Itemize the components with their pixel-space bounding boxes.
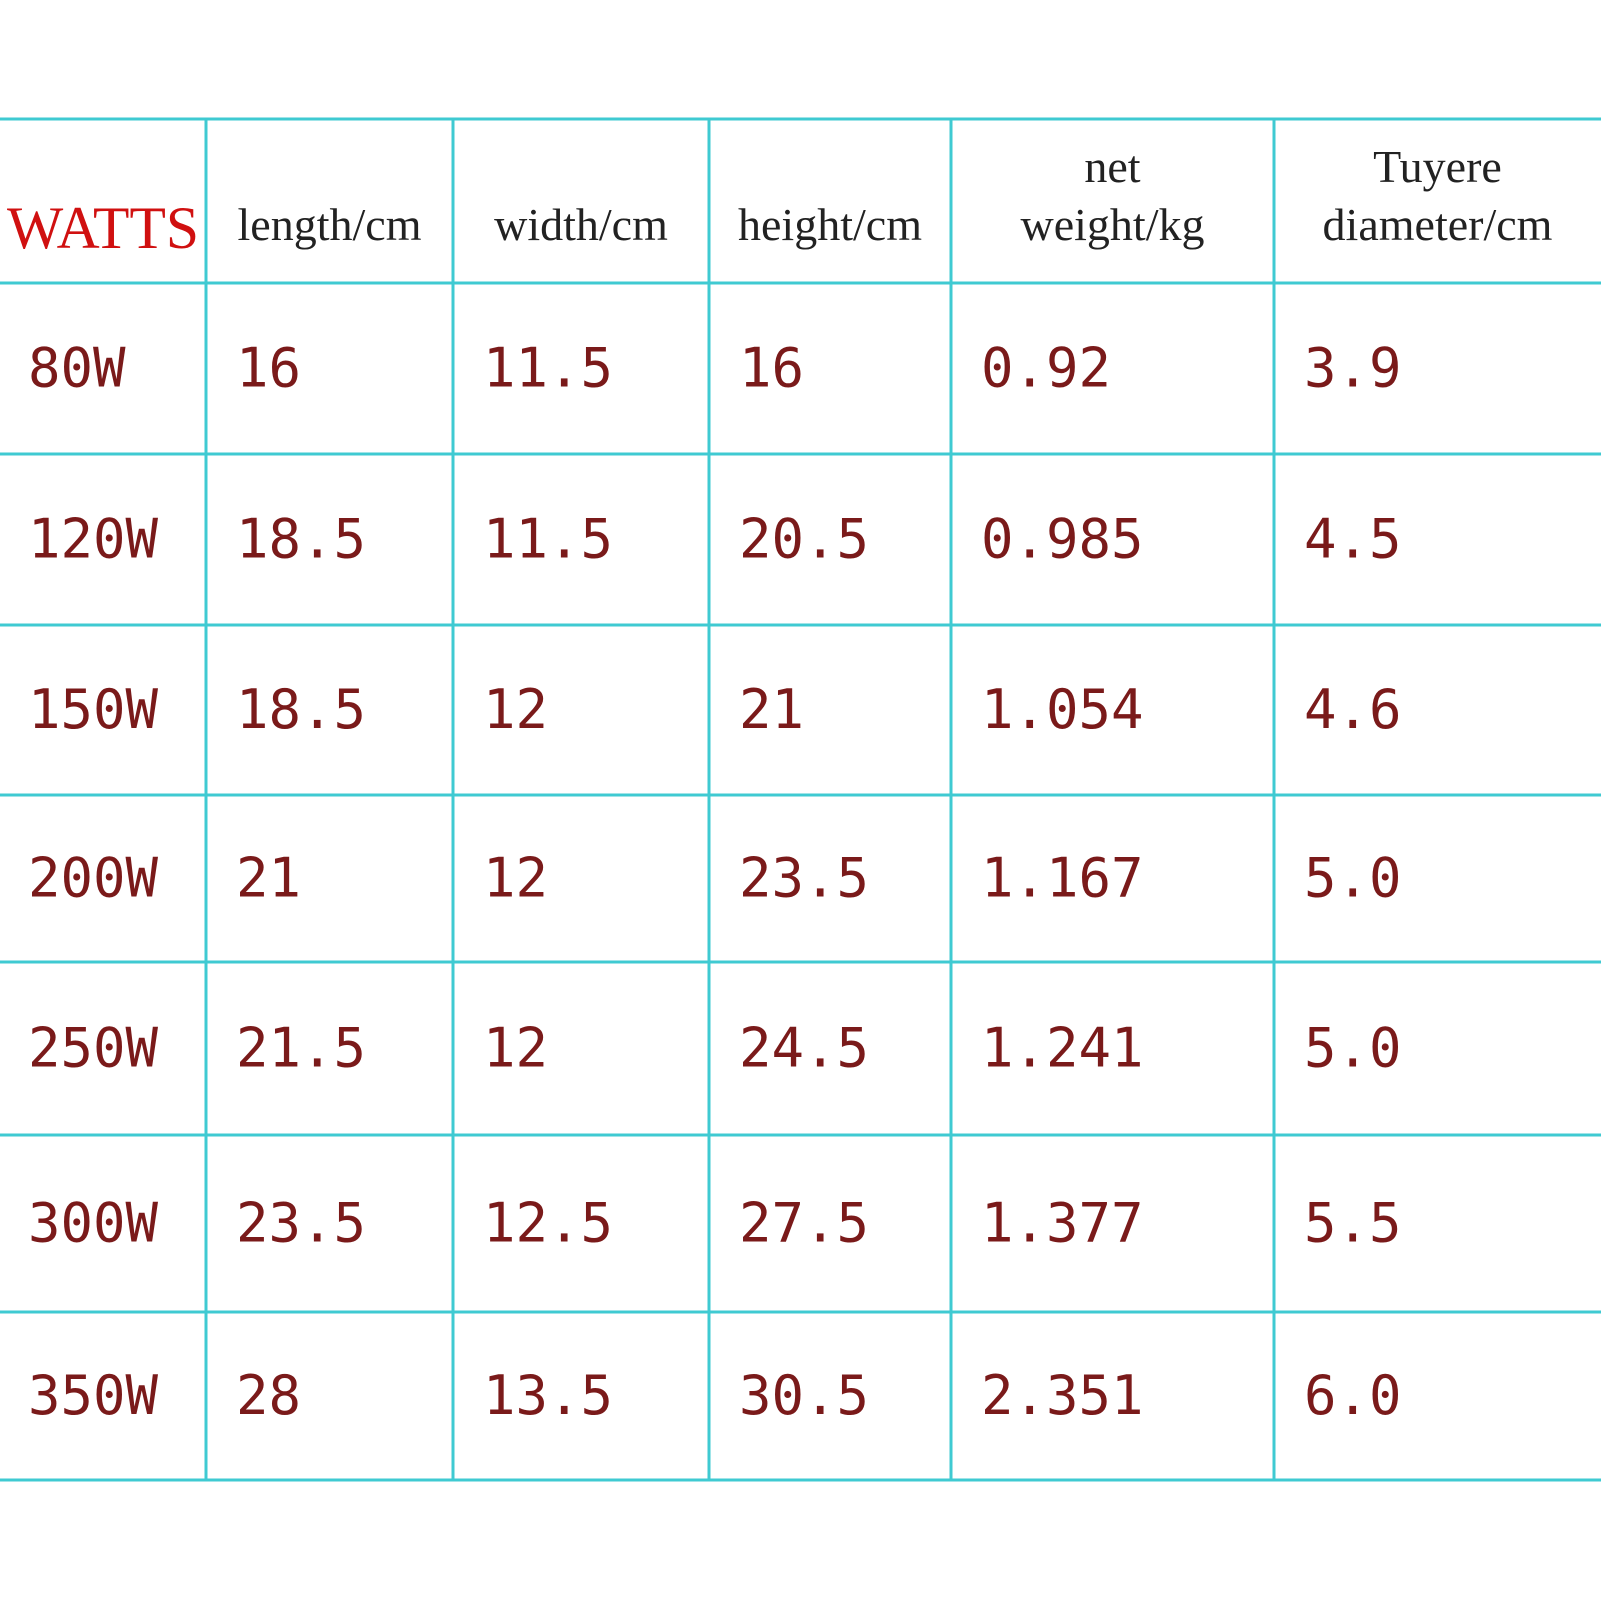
table-cell: 300W: [28, 1192, 159, 1255]
table-cell: 12.5: [483, 1192, 613, 1255]
table-cell: 4.5: [1304, 508, 1402, 571]
table-cell: 12: [483, 678, 548, 741]
table-cell: 21: [739, 678, 804, 741]
table-cell: 18.5: [236, 678, 366, 741]
table-cell: 2.351: [981, 1364, 1144, 1427]
header-cell: height/cm: [738, 199, 922, 250]
header-cell: WATTS: [7, 195, 199, 261]
table-cell: 21: [236, 847, 301, 910]
table-cell: 250W: [28, 1017, 159, 1080]
table-cell: 30.5: [739, 1364, 869, 1427]
table-cell: 0.985: [981, 508, 1144, 571]
table-cell: 200W: [28, 847, 159, 910]
table-cell: 1.167: [981, 847, 1144, 910]
table-cell: 13.5: [483, 1364, 613, 1427]
table-cell: 28: [236, 1364, 301, 1427]
table-cell: 80W: [28, 337, 126, 400]
table-cell: 12: [483, 1017, 548, 1080]
table-cell: 1.377: [981, 1192, 1144, 1255]
table-cell: 12: [483, 847, 548, 910]
table-cell: 5.5: [1304, 1192, 1402, 1255]
table-cell: 150W: [28, 678, 159, 741]
table-cell: 120W: [28, 508, 159, 571]
table-cell: 0.92: [981, 337, 1111, 400]
table-cell: 1.241: [981, 1017, 1144, 1080]
header-cell: width/cm: [494, 199, 668, 250]
table-cell: 5.0: [1304, 847, 1402, 910]
table-cell: 5.0: [1304, 1017, 1402, 1080]
table-cell: 3.9: [1304, 337, 1402, 400]
table-cell: 23.5: [236, 1192, 366, 1255]
table-cell: 11.5: [483, 508, 613, 571]
table-cell: 350W: [28, 1364, 159, 1427]
header-cell: diameter/cm: [1323, 199, 1553, 250]
table-cell: 4.6: [1304, 678, 1402, 741]
table-cell: 16: [739, 337, 804, 400]
header-cell: Tuyere: [1373, 141, 1502, 192]
table-cell: 6.0: [1304, 1364, 1402, 1427]
table-cell: 11.5: [483, 337, 613, 400]
table-cell: 27.5: [739, 1192, 869, 1255]
table-cell: 18.5: [236, 508, 366, 571]
header-cell: weight/kg: [1021, 199, 1205, 250]
table-cell: 20.5: [739, 508, 869, 571]
table-cell: 24.5: [739, 1017, 869, 1080]
header-cell: length/cm: [238, 199, 422, 250]
table-cell: 23.5: [739, 847, 869, 910]
table-cell: 1.054: [981, 678, 1144, 741]
table-cell: 21.5: [236, 1017, 366, 1080]
table-cell: 16: [236, 337, 301, 400]
header-cell: net: [1084, 141, 1140, 192]
